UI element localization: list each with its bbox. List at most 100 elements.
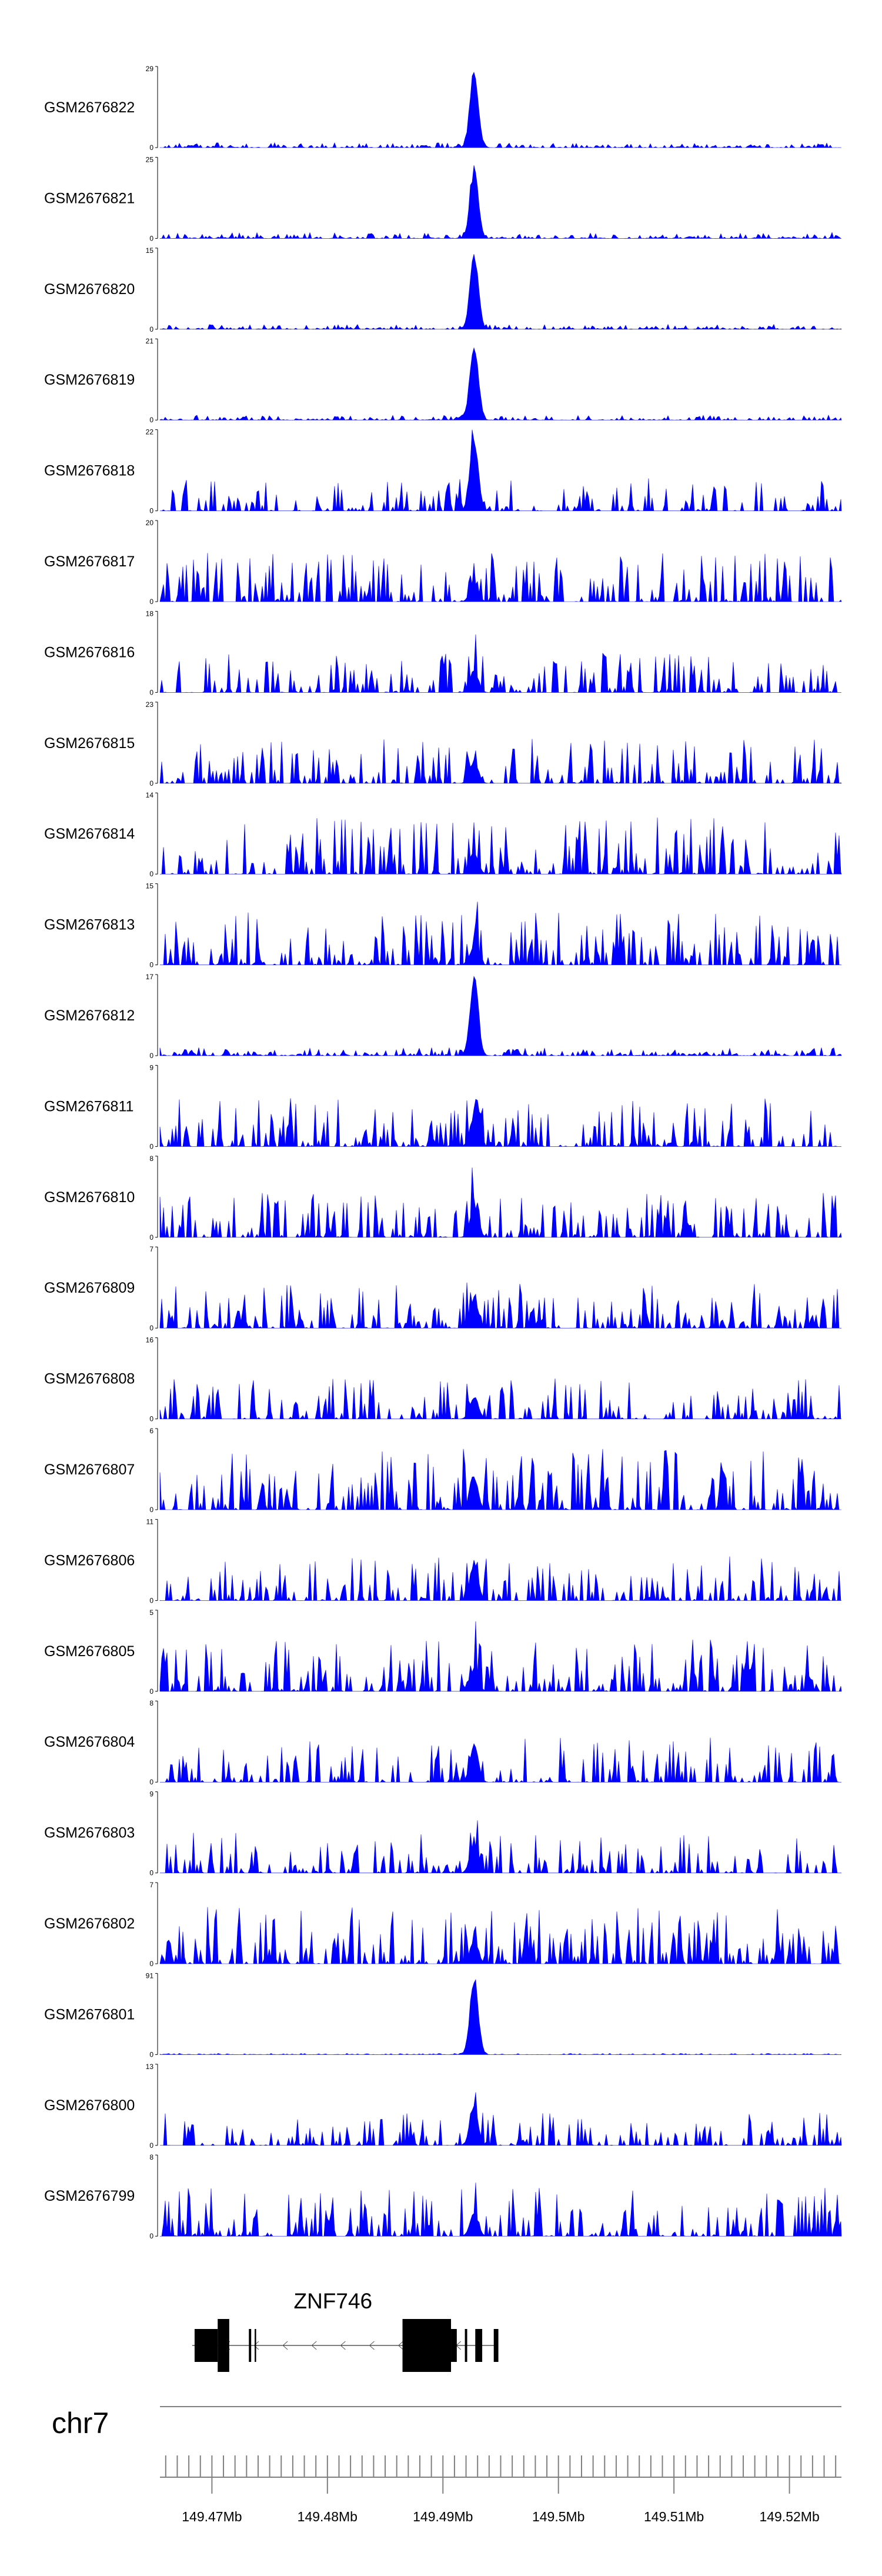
track-GSM2676807: GSM2676807 6 0 [44, 1427, 841, 1514]
axis-tick-label: 149.51Mb [644, 2509, 704, 2524]
coverage-area [160, 2092, 842, 2146]
track-GSM2676820: GSM2676820 15 0 [44, 246, 842, 333]
track-label: GSM2676810 [44, 1189, 135, 1206]
coverage-area [160, 1820, 841, 1874]
track-ymin-label: 0 [149, 2232, 153, 2240]
gene-exon [465, 2329, 467, 2362]
track-ymin-label: 0 [149, 234, 153, 242]
track-GSM2676802: GSM2676802 7 0 [44, 1881, 842, 1968]
axis-tick-label: 149.48Mb [298, 2509, 358, 2524]
track-label: GSM2676814 [44, 826, 135, 842]
track-label: GSM2676807 [44, 1461, 135, 1478]
coverage-area [159, 1098, 841, 1147]
coverage-area [159, 1621, 842, 1692]
gene-exon [249, 2329, 252, 2362]
gene-exon [475, 2329, 483, 2362]
track-ymin-label: 0 [149, 1596, 153, 1604]
track-ymin-label: 0 [149, 688, 153, 696]
track-label: GSM2676815 [44, 735, 135, 752]
track-ymin-label: 0 [149, 1778, 153, 1786]
track-ymax-label: 15 [146, 246, 154, 255]
coverage-area [159, 1167, 842, 1238]
track-label: GSM2676803 [44, 1825, 135, 1841]
coverage-area [159, 254, 842, 330]
gene-exon [218, 2319, 229, 2372]
track-label: GSM2676808 [44, 1371, 135, 1387]
track-ymin-label: 0 [149, 870, 153, 878]
coverage-area [160, 2183, 842, 2237]
coverage-tracks: GSM2676822290GSM2676821250GSM2676820150G… [44, 65, 842, 2240]
track-ymax-label: 21 [146, 337, 154, 345]
track-label: GSM2676800 [44, 2097, 135, 2114]
track-ymax-label: 18 [146, 609, 154, 618]
coverage-area [159, 347, 842, 421]
track-label: GSM2676812 [44, 1007, 135, 1024]
track-ymin-label: 0 [149, 961, 153, 969]
track-ymax-label: 11 [146, 1517, 154, 1526]
gene-track: ZNF746 [192, 2289, 499, 2372]
track-ymax-label: 23 [146, 700, 154, 709]
track-label: GSM2676819 [44, 372, 135, 388]
track-ymin-label: 0 [149, 1506, 153, 1514]
coverage-area [160, 429, 842, 512]
track-label: GSM2676809 [44, 1280, 135, 1296]
axis-tick-label: 149.5Mb [532, 2509, 585, 2524]
track-GSM2676799: GSM2676799 8 0 [44, 2153, 842, 2240]
coverage-area [160, 1737, 841, 1783]
track-label: GSM2676818 [44, 463, 135, 479]
track-ymax-label: 9 [149, 1790, 153, 1798]
track-GSM2676819: GSM2676819 21 0 [44, 337, 842, 424]
track-label: GSM2676801 [44, 2006, 135, 2023]
coverage-area [159, 1907, 842, 1965]
track-label: GSM2676804 [44, 1734, 135, 1750]
track-ymax-label: 6 [149, 1427, 153, 1435]
track-ymax-label: 17 [146, 973, 154, 981]
coverage-area [159, 1282, 841, 1329]
track-ymax-label: 8 [149, 2153, 153, 2161]
chromosome-label: chr7 [52, 2407, 109, 2440]
track-ymax-label: 16 [146, 1336, 154, 1344]
track-GSM2676818: GSM2676818 22 0 [44, 428, 842, 515]
coverage-area [160, 817, 842, 875]
track-GSM2676814: GSM2676814 14 0 [44, 791, 842, 878]
track-ymin-label: 0 [149, 1415, 153, 1423]
strand-arrow [311, 2341, 317, 2350]
strand-arrow [397, 2341, 403, 2350]
gene-exon [194, 2329, 218, 2362]
track-ymax-label: 14 [146, 791, 154, 799]
track-ymax-label: 7 [149, 1245, 153, 1253]
coverage-area [159, 72, 841, 148]
coverage-area [159, 1978, 842, 2055]
track-label: GSM2676805 [44, 1643, 135, 1660]
track-ymin-label: 0 [149, 1960, 153, 1968]
track-ymax-label: 5 [149, 1609, 153, 1617]
track-ymax-label: 20 [146, 519, 154, 527]
track-ymin-label: 0 [149, 779, 153, 788]
track-label: GSM2676802 [44, 1916, 135, 1932]
track-GSM2676816: GSM2676816 18 0 [44, 609, 841, 696]
track-GSM2676815: GSM2676815 23 0 [44, 700, 842, 788]
track-ymax-label: 9 [149, 1063, 153, 1072]
coverage-area [159, 739, 842, 784]
strand-arrow [253, 2341, 259, 2350]
track-GSM2676803: GSM2676803 9 0 [44, 1790, 841, 1877]
coverage-area [160, 902, 841, 966]
track-ymax-label: 22 [146, 428, 154, 436]
track-ymin-label: 0 [149, 2050, 153, 2058]
axis-tick-label: 149.47Mb [182, 2509, 242, 2524]
track-ymin-label: 0 [149, 1869, 153, 1877]
track-GSM2676811: GSM2676811 9 0 [44, 1063, 841, 1150]
track-label: GSM2676799 [44, 2188, 135, 2204]
gene-exon [402, 2319, 452, 2372]
track-ymax-label: 25 [146, 155, 154, 163]
track-ymin-label: 0 [149, 144, 153, 152]
track-ymax-label: 8 [149, 1699, 153, 1707]
track-GSM2676801: GSM2676801 91 0 [44, 1971, 842, 2058]
track-GSM2676800: GSM2676800 13 0 [44, 2063, 842, 2150]
strand-arrow [282, 2341, 288, 2350]
track-label: GSM2676813 [44, 917, 135, 933]
track-ymin-label: 0 [149, 325, 153, 333]
axis-tick-label: 149.52Mb [759, 2509, 819, 2524]
track-label: GSM2676806 [44, 1552, 135, 1569]
